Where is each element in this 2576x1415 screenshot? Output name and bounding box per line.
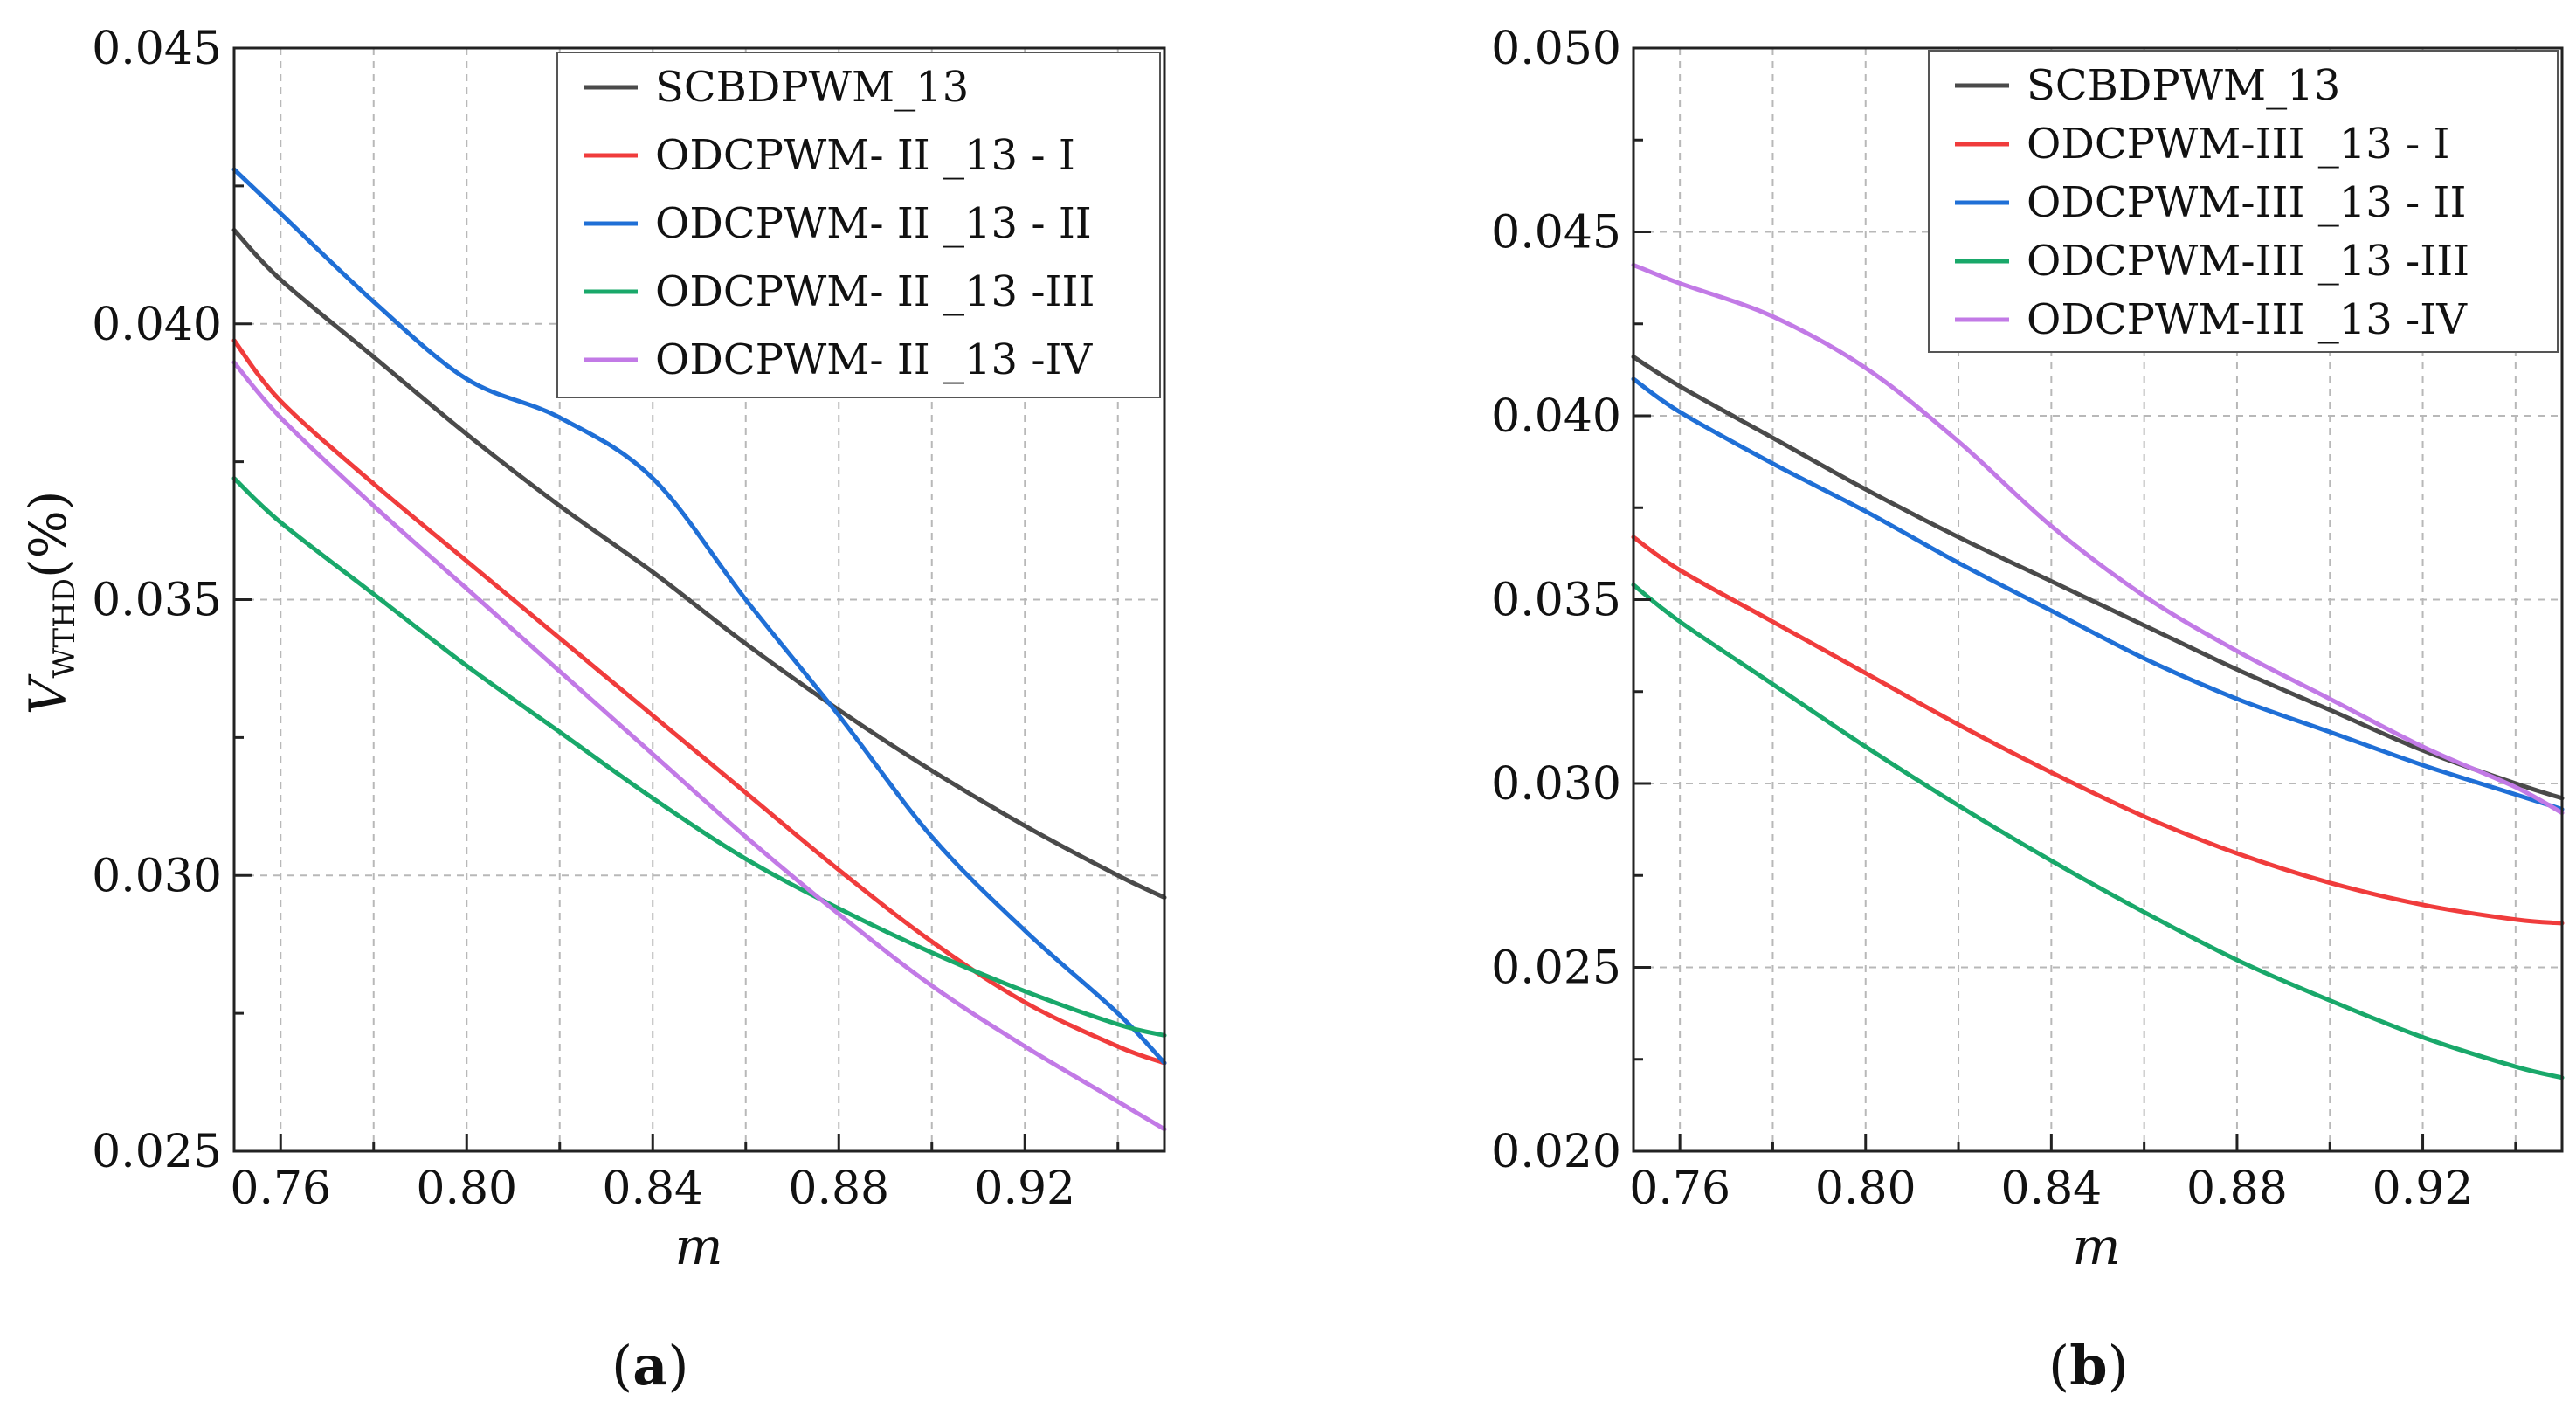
y-tick-label-b-4: 0.040 [1491, 390, 1621, 443]
panel-label-a-letter: a [632, 1334, 667, 1398]
legend-label-b-4: ODCPWM-III _13 -IV [2027, 295, 2468, 344]
y-tick-label-a-4: 0.045 [92, 23, 222, 75]
legend-label-a-0: SCBDPWM_13 [655, 63, 969, 112]
legend-label-a-3: ODCPWM- II _13 -III [655, 267, 1095, 316]
y-tick-label-a-3: 0.040 [92, 299, 222, 351]
series-line-a-4 [231, 360, 1167, 1132]
panel-label-a-close: ) [667, 1334, 688, 1398]
legend-label-b-2: ODCPWM-III _13 - II [2027, 178, 2466, 227]
y-tick-label-b-1: 0.025 [1491, 942, 1621, 995]
x-tick-label-a-3: 0.88 [788, 1163, 889, 1215]
y-tick-label-b-6: 0.050 [1491, 23, 1621, 75]
series-line-a-2 [231, 167, 1167, 1066]
series-line-a-1 [231, 338, 1167, 1066]
series-line-b-1 [1631, 535, 2565, 926]
x-tick-label-b-2: 0.84 [2000, 1163, 2102, 1215]
chart-panel-a: 0.76 0.80 0.84 0.88 0.92 0.025 0.030 0.035 0.040… [18, 23, 1167, 1398]
legend-box-a [556, 52, 1161, 398]
y-axis-title-a: VWTHD(%) [18, 491, 82, 715]
x-axis-title-b: m [2073, 1217, 2121, 1276]
x-tick-label-b-3: 0.88 [2186, 1163, 2288, 1215]
panel-label-b-letter: b [2069, 1334, 2107, 1398]
x-tick-label-b-1: 0.80 [1815, 1163, 1916, 1215]
chart-panel-b: 0.76 0.80 0.84 0.88 0.92 0.020 0.025 0.030 0.035… [1491, 23, 2565, 1398]
y-axis-title-main: V [18, 673, 78, 714]
series-b [1631, 262, 2565, 1080]
legend-label-b-3: ODCPWM-III _13 -III [2027, 237, 2469, 286]
legend-label-a-4: ODCPWM- II _13 -IV [655, 335, 1094, 384]
legend-box-b [1928, 50, 2559, 353]
x-tick-label-a-4: 0.92 [974, 1163, 1075, 1215]
legend-label-b-0: SCBDPWM_13 [2027, 61, 2340, 110]
panel-label-a-open: ( [611, 1334, 632, 1398]
legend-label-a-1: ODCPWM- II _13 - I [655, 131, 1075, 180]
x-tick-label-b-4: 0.92 [2372, 1163, 2474, 1215]
y-tick-label-b-0: 0.020 [1491, 1126, 1621, 1178]
y-axis-title-subscript: WTHD [47, 578, 82, 679]
legend-label-b-1: ODCPWM-III _13 - I [2027, 120, 2449, 169]
panel-label-b-open: ( [2048, 1334, 2069, 1398]
series-line-b-4 [1631, 262, 2565, 816]
y-tick-label-a-2: 0.035 [92, 575, 222, 627]
legend-a: SCBDPWM_13 ODCPWM- II _13 - I ODCPWM- II _… [556, 52, 1161, 398]
legend-label-a-2: ODCPWM- II _13 - II [655, 199, 1092, 248]
series-line-b-2 [1631, 376, 2565, 811]
y-tick-label-a-0: 0.025 [92, 1126, 222, 1178]
y-tick-label-a-1: 0.030 [92, 850, 222, 902]
series-line-b-0 [1631, 355, 2565, 801]
panel-label-b: (b) [2048, 1334, 2129, 1398]
x-axis-title-a: m [675, 1217, 723, 1276]
series-line-a-0 [231, 227, 1167, 901]
series-line-a-3 [231, 476, 1167, 1038]
panel-label-a: (a) [611, 1334, 689, 1398]
x-tick-label-a-1: 0.80 [416, 1163, 517, 1215]
ticks-b: 0.76 0.80 0.84 0.88 0.92 0.020 0.025 0.030 0.035… [1491, 23, 2517, 1215]
y-tick-label-b-3: 0.035 [1491, 575, 1621, 627]
series-a [231, 167, 1167, 1132]
x-tick-label-a-2: 0.84 [602, 1163, 703, 1215]
ticks-a: 0.76 0.80 0.84 0.88 0.92 0.025 0.030 0.035 0.040… [92, 23, 1120, 1215]
panel-label-b-close: ) [2108, 1334, 2129, 1398]
y-axis-title-suffix: (%) [18, 491, 78, 578]
x-tick-label-a-0: 0.76 [230, 1163, 331, 1215]
series-line-b-3 [1631, 583, 2565, 1080]
legend-b: SCBDPWM_13 ODCPWM-III _13 - I ODCPWM-III _… [1928, 50, 2559, 353]
y-tick-label-b-5: 0.045 [1491, 207, 1621, 259]
x-tick-label-b-0: 0.76 [1629, 1163, 1730, 1215]
y-tick-label-b-2: 0.030 [1491, 758, 1621, 811]
